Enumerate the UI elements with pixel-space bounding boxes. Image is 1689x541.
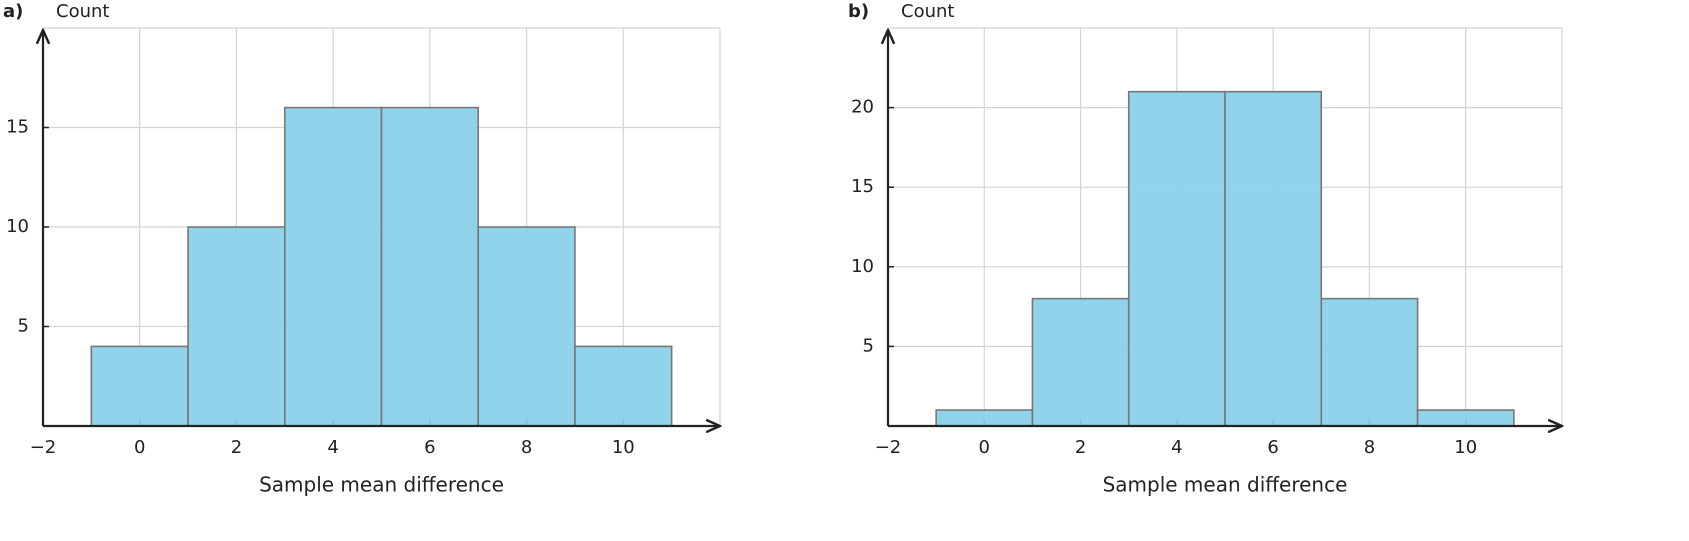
y-tick-label: 15 [6, 117, 29, 138]
bar [1416, 409, 1515, 427]
x-tick-label: 10 [1454, 437, 1477, 458]
y-tick-label: 5 [863, 335, 874, 356]
bar [1031, 297, 1130, 427]
x-tick-label: 2 [231, 437, 242, 458]
y-tick-label: 10 [851, 256, 874, 277]
bar [380, 106, 480, 427]
x-tick-label: −2 [30, 437, 57, 458]
x-tick-label: 8 [521, 437, 532, 458]
y-tick-label: 20 [851, 97, 874, 118]
x-tick-label: 4 [1171, 437, 1182, 458]
bar [574, 345, 673, 427]
bar [935, 409, 1034, 427]
y-tick-label: 10 [6, 216, 29, 237]
panel-label: b) [848, 1, 869, 22]
y-tick-label: 5 [18, 316, 29, 337]
x-tick-label: 2 [1075, 437, 1086, 458]
x-axis-label: Sample mean difference [1103, 473, 1348, 497]
bar [187, 226, 286, 427]
x-tick-label: 6 [424, 437, 435, 458]
bar [477, 226, 576, 427]
y-axis-label: Count [56, 1, 109, 22]
x-tick-label: 10 [612, 437, 635, 458]
x-tick-label: 4 [327, 437, 338, 458]
x-tick-label: 0 [979, 437, 990, 458]
x-tick-label: 8 [1364, 437, 1375, 458]
bar [1320, 297, 1419, 427]
panel-label: a) [3, 1, 23, 22]
x-tick-label: 0 [134, 437, 145, 458]
y-axis-label: Count [901, 1, 954, 22]
x-tick-label: 6 [1267, 437, 1278, 458]
x-axis-label: Sample mean difference [259, 473, 504, 497]
x-tick-label: −2 [875, 437, 902, 458]
y-tick-label: 15 [851, 176, 874, 197]
bar [90, 345, 189, 427]
bar [283, 106, 383, 427]
bar [1224, 90, 1323, 427]
bar [1127, 90, 1226, 427]
